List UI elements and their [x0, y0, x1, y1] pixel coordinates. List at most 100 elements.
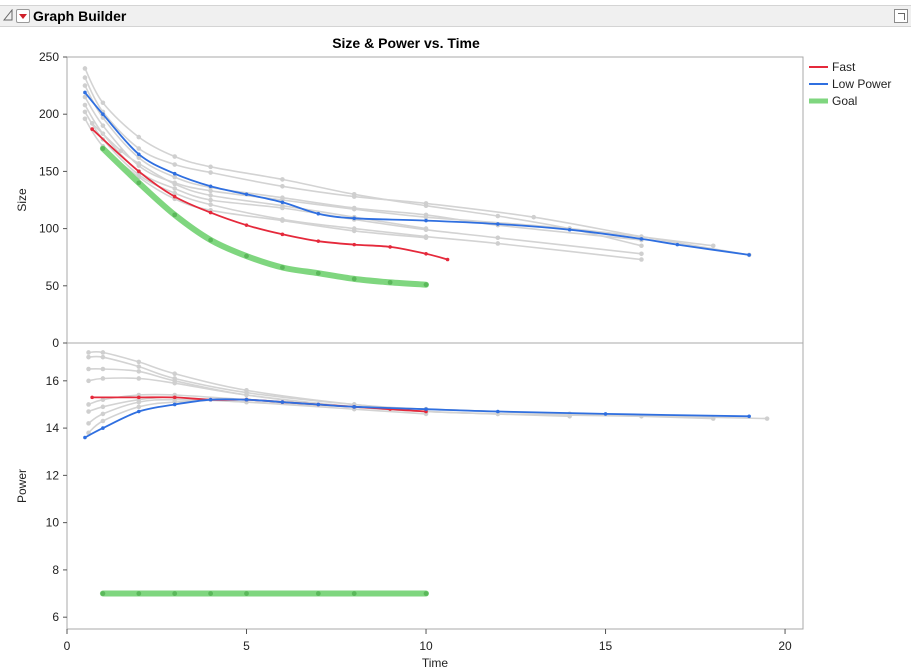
goal-series-line	[99, 145, 429, 288]
legend-item-label: Fast	[832, 60, 856, 74]
fast-data-point	[208, 210, 213, 215]
goal-data-point	[315, 591, 321, 596]
goal-data-point	[136, 180, 142, 186]
background-data-point	[208, 193, 213, 198]
background-data-point	[208, 202, 213, 207]
y-tick-label: 10	[46, 516, 60, 530]
background-run-line	[84, 111, 642, 261]
background-data-point	[86, 378, 91, 384]
low-power-data-point	[352, 405, 357, 409]
low-power-data-point	[603, 412, 608, 416]
low-power-data-point	[496, 409, 500, 414]
x-tick-label: 15	[599, 639, 613, 653]
low-power-data-point	[244, 397, 249, 402]
background-run-line	[84, 68, 642, 247]
background-data-point	[423, 214, 429, 220]
low-power-data-point	[137, 409, 141, 414]
fast-data-point	[90, 395, 94, 400]
goal-data-point	[387, 279, 393, 285]
background-data-point	[495, 241, 501, 246]
y-tick-label: 0	[52, 336, 59, 350]
background-data-point	[208, 188, 213, 194]
x-tick-label: 10	[419, 639, 433, 653]
background-data-point	[82, 102, 88, 108]
legend-item-label: Low Power	[832, 77, 891, 91]
goal-data-point	[208, 591, 214, 596]
low-power-data-point	[424, 218, 428, 223]
fast-data-point	[90, 127, 94, 131]
legend: Fast Low Power Goal	[809, 60, 891, 108]
plot-frame-power	[66, 342, 804, 630]
background-data-point	[86, 402, 91, 407]
background-data-point	[118, 148, 124, 154]
y-axis-label-size: Size	[15, 188, 29, 212]
background-data-point	[86, 350, 91, 355]
background-data-point	[82, 109, 88, 115]
background-data-point	[89, 121, 95, 126]
goal-data-point	[172, 212, 178, 218]
background-data-point	[710, 416, 716, 421]
background-data-point	[280, 218, 285, 223]
background-data-point	[351, 194, 357, 199]
low-power-data-point	[208, 397, 213, 402]
background-data-point	[136, 376, 142, 381]
goal-data-point	[136, 591, 142, 596]
background-data-point	[100, 376, 106, 381]
background-data-point	[423, 235, 429, 241]
chart-title: Size & Power vs. Time	[332, 35, 480, 51]
background-data-point	[280, 177, 285, 182]
background-data-point	[172, 186, 178, 191]
legend-item-label: Goal	[832, 94, 857, 108]
background-data-point	[82, 75, 88, 80]
background-data-point	[136, 161, 142, 166]
low-power-data-point	[639, 237, 644, 241]
low-power-data-point	[172, 402, 177, 407]
y-tick-label: 50	[46, 279, 60, 293]
background-data-point	[172, 181, 178, 187]
background-data-point	[86, 354, 91, 360]
background-data-point	[100, 350, 106, 355]
background-data-point	[136, 364, 142, 369]
background-data-point	[86, 409, 91, 414]
fast-data-point	[172, 194, 177, 199]
goal-data-point	[100, 591, 106, 596]
y-tick-label: 250	[39, 50, 59, 64]
low-power-data-point	[83, 90, 87, 95]
background-data-point	[82, 83, 88, 88]
low-power-data-point	[280, 200, 285, 205]
y-tick-label: 14	[46, 421, 60, 435]
background-data-point	[100, 354, 106, 360]
low-power-series-line	[84, 398, 750, 439]
background-data-point	[172, 380, 178, 386]
graph-builder-header: Graph Builder	[0, 5, 911, 27]
y-axis-label-power: Power	[15, 469, 29, 503]
background-data-point	[764, 416, 770, 421]
background-data-point	[172, 154, 178, 159]
background-data-point	[172, 162, 178, 167]
background-data-point	[208, 170, 213, 175]
red-triangle-menu-icon[interactable]	[16, 9, 30, 23]
goal-data-point	[351, 591, 357, 596]
low-power-series-line	[84, 91, 750, 256]
background-data-point	[172, 174, 178, 180]
fast-data-point	[244, 223, 249, 227]
low-power-data-point	[316, 211, 321, 216]
collapse-icon[interactable]	[3, 9, 13, 21]
low-power-data-point	[83, 435, 87, 440]
pin-icon[interactable]	[894, 9, 908, 23]
background-data-point	[82, 66, 88, 71]
background-data-point	[82, 116, 88, 122]
x-tick-label: 20	[778, 639, 792, 653]
goal-data-point	[280, 265, 285, 270]
y-tick-label: 200	[39, 107, 59, 121]
goal-data-point	[100, 146, 106, 151]
background-data-point	[531, 214, 537, 220]
background-data-point	[172, 371, 178, 377]
background-data-point	[136, 369, 142, 374]
fast-data-point	[280, 232, 285, 237]
goal-data-point	[315, 270, 321, 276]
low-power-data-point	[208, 184, 213, 189]
background-data-point	[136, 359, 142, 365]
low-power-data-point	[567, 227, 572, 232]
background-data-point	[100, 366, 106, 372]
